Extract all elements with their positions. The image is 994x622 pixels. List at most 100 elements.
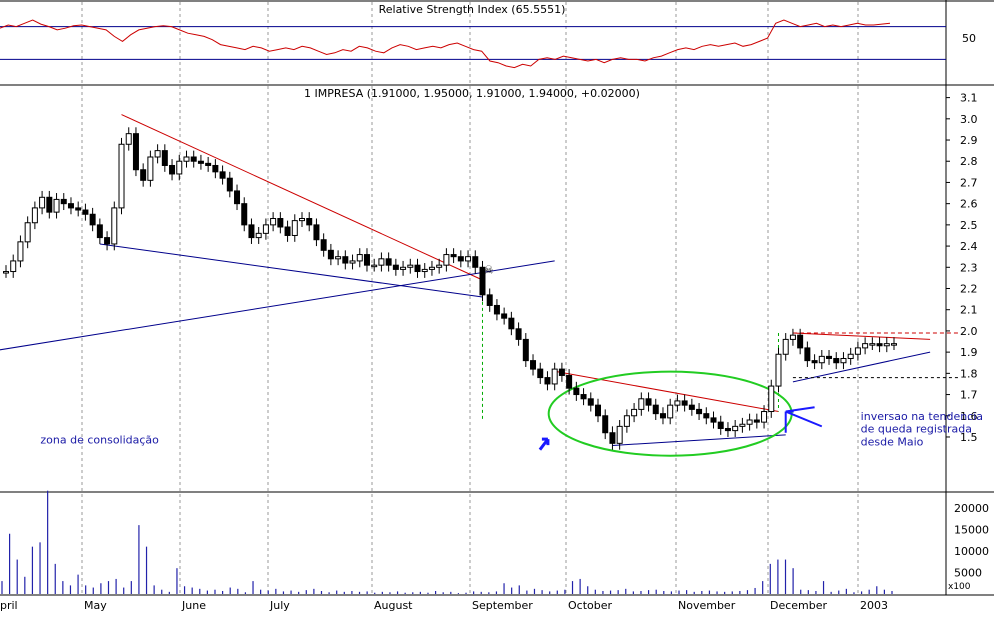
- price-bar-body: [147, 156, 154, 181]
- price-bar-body: [544, 377, 551, 385]
- price-bar-body: [219, 171, 226, 179]
- price-bar-body: [486, 294, 493, 306]
- price-bar-body: [501, 313, 508, 319]
- price-bar-body: [356, 254, 363, 262]
- price-bar-body: [558, 368, 565, 376]
- price-bar-body: [645, 398, 652, 406]
- x-tick-label: July: [269, 599, 290, 612]
- price-bar-body: [537, 368, 544, 379]
- price-y-tick-label: 3.1: [960, 92, 978, 105]
- price-bar-body: [342, 256, 349, 264]
- annotation-text: desde Maio: [861, 435, 924, 448]
- x-tick-label: 2003: [860, 599, 888, 612]
- price-bar-body: [82, 209, 89, 215]
- price-bar-body: [313, 224, 320, 241]
- price-y-tick-label: 2.5: [960, 219, 978, 232]
- price-bar-body: [371, 264, 378, 268]
- price-bar-body: [17, 241, 24, 262]
- price-bar-body: [450, 254, 457, 258]
- price-y-tick-label: 1.6: [960, 410, 978, 423]
- price-y-tick-label: 2.2: [960, 283, 978, 296]
- price-bar-body: [753, 419, 760, 423]
- x-tick-label: December: [770, 599, 828, 612]
- price-title: 1 IMPRESA (1.91000, 1.95000, 1.91000, 1.…: [304, 87, 640, 100]
- price-y-tick-label: 2.7: [960, 176, 978, 189]
- price-bar-body: [724, 427, 731, 432]
- price-bar-body: [10, 260, 17, 273]
- price-bar-body: [89, 213, 96, 226]
- price-bar-body: [241, 203, 248, 226]
- price-bar-body: [761, 411, 768, 423]
- price-bar-body: [104, 237, 111, 245]
- price-bar-body: [681, 400, 688, 406]
- price-bar-body: [688, 404, 695, 410]
- annotation-text: de queda registrada: [861, 423, 972, 436]
- price-bar-body: [421, 268, 428, 273]
- price-bar-body: [595, 404, 601, 417]
- price-bar-body: [631, 408, 638, 417]
- arrow-icon: [784, 406, 823, 433]
- x-tick-label: August: [374, 599, 413, 612]
- price-bar-body: [862, 343, 869, 349]
- rsi-reference-levels: [0, 26, 946, 60]
- price-bar-body: [530, 360, 537, 370]
- price-bar-body: [566, 374, 573, 389]
- price-bar-body: [768, 385, 775, 413]
- vertical-gridlines: [81, 2, 859, 595]
- price-bar-body: [717, 421, 724, 429]
- price-bars: [3, 127, 897, 450]
- price-bar-body: [703, 413, 710, 419]
- x-tick-label: November: [678, 599, 736, 612]
- price-bar-body: [493, 304, 500, 315]
- price-bar-body: [472, 256, 479, 268]
- price-bar-body: [75, 207, 82, 211]
- price-bar-body: [67, 203, 74, 209]
- price-bar-body: [378, 258, 385, 266]
- price-bar-body: [255, 232, 262, 239]
- price-bar-body: [609, 432, 616, 444]
- price-y-tick-label: 2.1: [960, 304, 978, 317]
- price-bar-body: [320, 239, 327, 251]
- price-bar-body: [623, 415, 630, 427]
- volume-y-tick-label: 10000: [954, 545, 989, 558]
- price-bar-body: [522, 338, 529, 362]
- volume-y-tick-label: 20000: [954, 502, 989, 515]
- price-bar-body: [284, 226, 291, 236]
- price-y-tick-label: 2.6: [960, 198, 978, 211]
- trendline-resistance-2: [554, 370, 779, 413]
- price-bar-body: [212, 164, 219, 173]
- trendline-support-2: [612, 434, 786, 446]
- x-tick-label: May: [84, 599, 107, 612]
- price-bar-body: [306, 218, 313, 226]
- price-bar-body: [39, 196, 46, 209]
- x-tick-label: October: [568, 599, 612, 612]
- price-bar-body: [883, 343, 890, 347]
- price-bar-body: [826, 355, 833, 359]
- price-bar-body: [176, 160, 183, 175]
- price-bar-body: [140, 169, 147, 181]
- price-bar-body: [407, 264, 414, 268]
- price-bar-body: [811, 360, 818, 364]
- price-bar-body: [580, 394, 587, 400]
- price-bar-body: [190, 156, 197, 162]
- price-bar-body: [847, 353, 854, 359]
- price-bar-body: [234, 190, 241, 205]
- price-bar-body: [638, 398, 645, 410]
- price-bar-body: [132, 133, 139, 171]
- price-bar-body: [277, 218, 284, 228]
- price-bar-body: [349, 260, 356, 264]
- price-bar-body: [457, 256, 464, 262]
- price-bar-body: [428, 266, 435, 270]
- price-y-ticks: 1.5 1.6 1.7 1.8 1.9 2.0 2.1 2.2 2.3 2.4 2.5 2.6 2.7 2…: [946, 92, 978, 444]
- price-bar-body: [746, 419, 753, 425]
- price-bar-body: [804, 347, 811, 362]
- x-tick-label: June: [181, 599, 206, 612]
- annotations: zona de consolidação inversao na tendenci…: [40, 406, 983, 451]
- price-bar-body: [226, 177, 233, 192]
- price-y-tick-label: 1.7: [960, 389, 978, 402]
- volume-scale-note: x100: [948, 582, 971, 592]
- price-bar-body: [775, 353, 782, 387]
- price-y-tick-label: 1.5: [960, 431, 978, 444]
- price-bar-body: [335, 256, 342, 260]
